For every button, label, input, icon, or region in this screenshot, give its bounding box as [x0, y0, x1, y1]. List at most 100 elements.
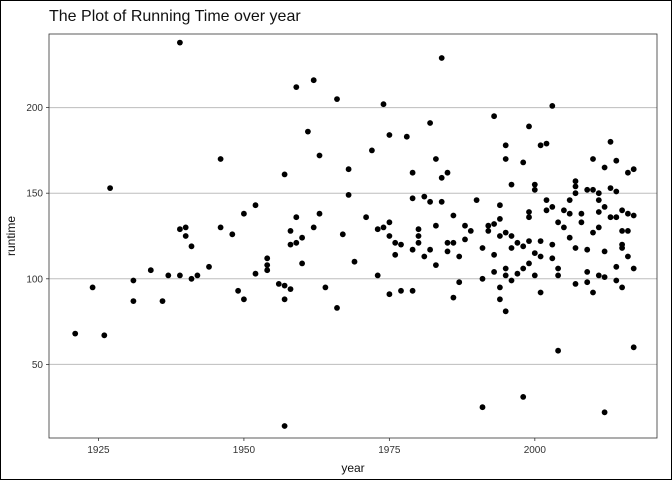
data-point — [566, 197, 573, 204]
data-point — [543, 140, 550, 147]
data-point — [444, 239, 451, 246]
x-axis-ticks: 1925 1950 1975 2000 — [87, 438, 546, 456]
data-point — [427, 198, 433, 205]
data-point — [601, 204, 608, 210]
data-point — [590, 186, 596, 193]
data-point — [625, 228, 631, 234]
data-point — [433, 262, 439, 268]
data-point — [264, 267, 271, 274]
data-point — [613, 157, 620, 164]
data-point — [374, 226, 381, 233]
data-point — [578, 210, 585, 217]
x-axis-title: year — [341, 461, 364, 475]
data-point — [72, 330, 79, 337]
data-point — [531, 181, 538, 188]
data-point — [467, 228, 474, 234]
data-point — [566, 234, 573, 241]
data-point — [281, 282, 288, 289]
data-point — [526, 260, 532, 267]
data-point — [345, 192, 352, 198]
data-point — [520, 394, 527, 400]
data-point — [159, 298, 166, 304]
data-point — [409, 287, 416, 294]
data-point — [625, 253, 631, 260]
data-point — [572, 281, 579, 287]
data-point — [595, 224, 602, 231]
y-tick-label: 150 — [26, 189, 43, 200]
data-point — [363, 214, 369, 221]
data-point — [264, 262, 271, 268]
data-point — [526, 209, 532, 215]
data-point — [252, 270, 259, 277]
data-point — [299, 260, 305, 267]
data-point — [188, 243, 195, 250]
data-point — [584, 279, 591, 286]
data-point — [392, 251, 399, 258]
data-point — [130, 298, 137, 304]
data-point — [415, 239, 422, 246]
data-point — [537, 142, 544, 149]
data-point — [630, 212, 637, 219]
data-point — [415, 233, 422, 239]
data-point — [339, 231, 346, 238]
data-point — [595, 209, 602, 215]
data-point — [555, 219, 561, 226]
data-point — [531, 186, 538, 193]
chart-title: The Plot of Running Time over year — [49, 8, 301, 25]
data-point — [380, 224, 387, 231]
data-point — [531, 250, 538, 256]
data-point — [572, 190, 579, 197]
data-point — [572, 178, 579, 185]
data-point — [188, 275, 195, 282]
data-point — [502, 156, 509, 162]
data-point — [613, 277, 620, 284]
y-axis-title: runtime — [4, 216, 18, 256]
data-point — [182, 224, 189, 231]
data-point — [165, 272, 172, 279]
data-point — [549, 204, 556, 210]
data-point — [310, 224, 317, 231]
data-point — [334, 96, 340, 102]
y-tick-label: 50 — [32, 360, 44, 371]
data-point — [520, 243, 527, 250]
data-point — [508, 181, 515, 188]
data-point — [601, 164, 608, 171]
data-point — [595, 190, 602, 197]
data-point — [241, 210, 247, 217]
data-point — [450, 239, 457, 246]
data-point — [607, 138, 614, 145]
data-point — [398, 287, 404, 294]
data-point — [508, 245, 515, 251]
x-tick-label: 1925 — [87, 445, 110, 456]
data-point — [497, 284, 503, 291]
plot-panel — [48, 33, 658, 439]
data-point — [177, 39, 183, 46]
data-point — [473, 197, 480, 204]
x-tick-label: 1975 — [378, 445, 401, 456]
data-point — [287, 241, 294, 248]
data-point — [601, 409, 608, 416]
data-point — [590, 289, 596, 296]
data-point — [502, 265, 509, 272]
data-point — [508, 233, 515, 239]
data-point — [433, 156, 439, 162]
data-point — [130, 277, 137, 284]
data-point — [374, 272, 381, 279]
data-point — [537, 289, 544, 296]
data-point — [584, 269, 591, 275]
data-point — [479, 404, 486, 411]
data-point — [537, 238, 544, 245]
gridlines — [49, 107, 657, 365]
data-point — [619, 284, 625, 291]
data-point — [514, 270, 521, 277]
data-point — [520, 159, 527, 166]
data-point — [566, 210, 573, 217]
data-point — [386, 291, 393, 298]
data-point — [217, 224, 224, 231]
data-point — [235, 287, 242, 294]
data-point — [491, 269, 497, 275]
data-point — [601, 274, 608, 280]
data-point — [89, 284, 96, 291]
data-point — [427, 120, 433, 126]
